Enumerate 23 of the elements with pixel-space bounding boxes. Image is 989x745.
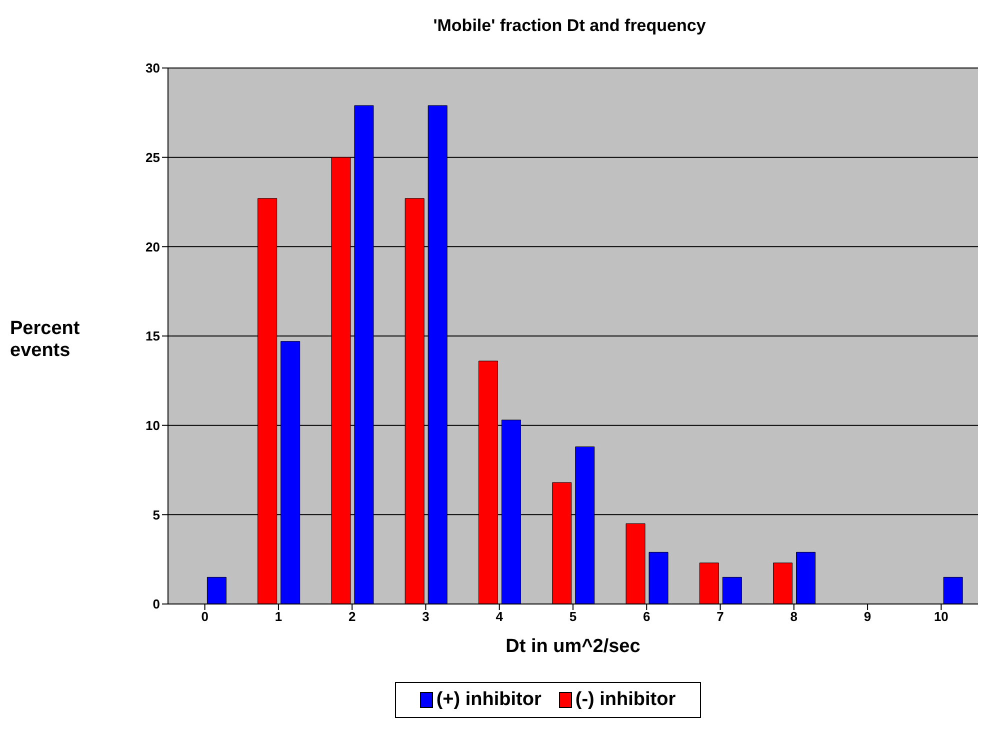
y-tick-label: 20 (146, 239, 160, 254)
x-tick-label: 1 (274, 609, 282, 624)
x-tick-label: 4 (496, 609, 504, 624)
legend-label: (-) inhibitor (574, 689, 676, 711)
x-tick-label: 7 (716, 609, 724, 624)
y-tick-label: 5 (152, 507, 160, 522)
x-tick-label: 5 (569, 609, 577, 624)
y-tick-label: 10 (146, 418, 160, 433)
y-tick-label: 30 (146, 60, 160, 76)
x-axis-title: Dt in um^2/sec (506, 636, 641, 657)
x-tick-label: 6 (643, 609, 650, 624)
x-tick-label: 2 (348, 609, 356, 624)
x-tick-label: 8 (790, 609, 798, 624)
x-tick-label: 9 (864, 609, 872, 624)
x-tick-label: 3 (422, 609, 430, 624)
y-tick-label: 15 (146, 328, 160, 344)
y-tick-label: 0 (152, 596, 160, 612)
x-tick-label: 10 (934, 609, 948, 624)
y-axis-title: Percent events (10, 318, 81, 362)
chart-title: 'Mobile' fraction Dt and frequency (432, 15, 707, 36)
x-tick-label: 0 (201, 609, 208, 624)
y-tick-label: 25 (146, 150, 160, 165)
legend-label: (+) inhibitor (435, 689, 542, 711)
